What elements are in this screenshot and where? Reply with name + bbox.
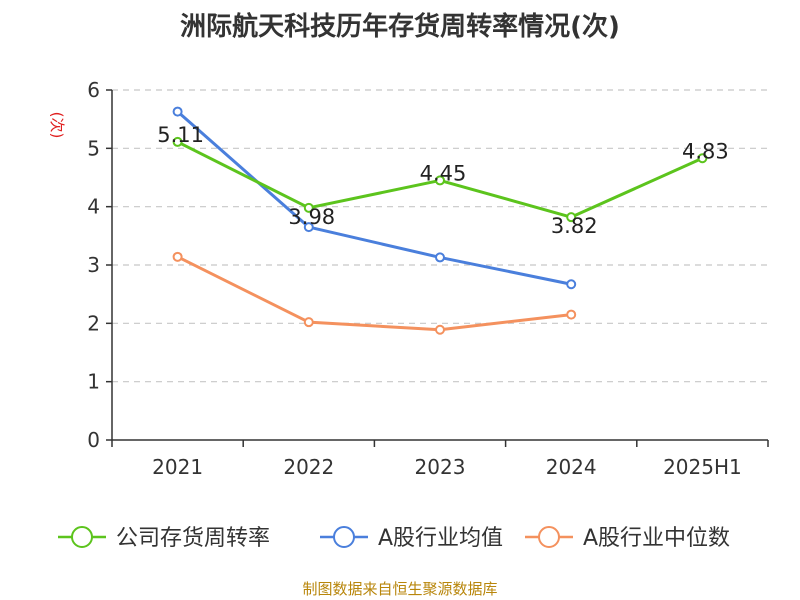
x-tick-label: 2022 xyxy=(283,455,334,479)
y-tick-label: 4 xyxy=(87,195,100,219)
source-note: 制图数据来自恒生聚源数据库 xyxy=(302,580,498,598)
data-point xyxy=(172,136,183,147)
data-point xyxy=(172,106,183,117)
axes: 0 1 2 3 4 5 6 2021 2022 2023 2024 2025H1 (次) xyxy=(48,78,769,479)
legend-label: A股行业中位数 xyxy=(583,526,730,551)
legend-swatch-marker xyxy=(333,526,355,548)
data-point xyxy=(303,222,314,233)
x-tick-label: 2021 xyxy=(152,455,203,479)
data-label: 4.45 xyxy=(420,161,467,185)
legend-label: 公司存货周转率 xyxy=(116,526,270,551)
y-tick-label: 2 xyxy=(87,311,100,335)
data-point xyxy=(435,252,445,263)
data-point xyxy=(566,309,577,320)
data-point xyxy=(697,153,708,164)
data-label: 5.11 xyxy=(157,123,204,147)
y-tick-label: 5 xyxy=(87,136,100,160)
data-point xyxy=(435,175,445,186)
y-tick-label: 0 xyxy=(87,428,100,452)
chart-title: 洲际航天科技历年存货周转率情况(次) xyxy=(180,12,620,42)
series-group: 5.11 3.98 4.45 3.82 4.83 xyxy=(157,106,729,335)
legend: 公司存货周转率 A股行业均值 A股行业中位数 xyxy=(58,526,730,551)
data-label: 3.82 xyxy=(551,214,598,238)
legend-swatch-marker xyxy=(538,526,560,548)
y-tick-label: 3 xyxy=(87,253,100,277)
legend-label: A股行业均值 xyxy=(378,526,503,551)
data-point xyxy=(566,279,577,290)
data-point xyxy=(303,317,314,328)
series-line xyxy=(176,255,572,332)
data-point xyxy=(435,324,445,335)
data-label: 4.83 xyxy=(682,139,729,163)
x-tick-label: 2024 xyxy=(546,455,597,479)
data-point xyxy=(303,202,314,213)
legend-swatch-marker xyxy=(71,526,93,548)
data-point xyxy=(566,212,577,223)
grid-lines xyxy=(112,89,768,383)
y-tick-label: 1 xyxy=(87,370,100,394)
data-label: 3.98 xyxy=(288,205,335,229)
y-axis-label: (次) xyxy=(48,112,66,139)
y-tick-label: 6 xyxy=(87,78,100,102)
x-tick-label: 2023 xyxy=(415,455,466,479)
data-point xyxy=(172,251,183,262)
x-tick-label: 2025H1 xyxy=(663,455,742,479)
series-line xyxy=(176,110,572,286)
